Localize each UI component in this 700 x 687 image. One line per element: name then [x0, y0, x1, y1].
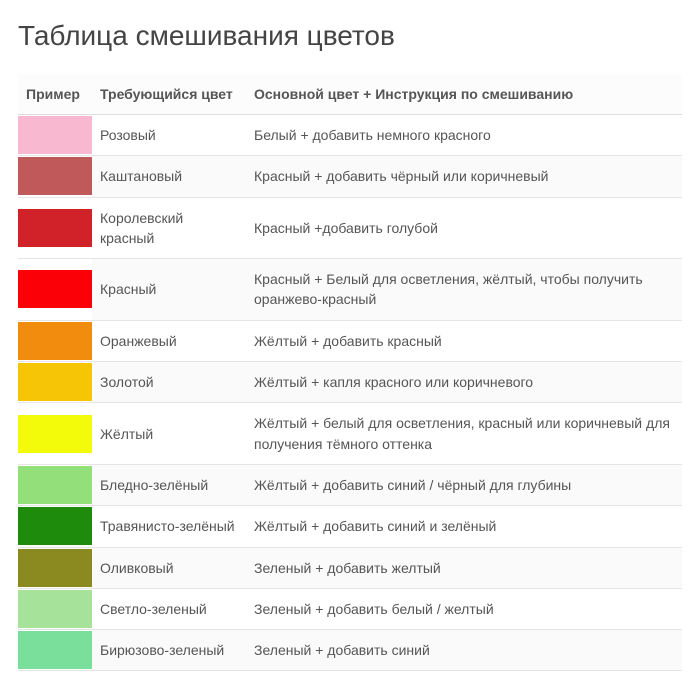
- table-row: ОливковыйЗеленый + добавить желтый: [18, 547, 682, 588]
- color-name: Золотой: [92, 362, 246, 403]
- mix-instruction: Красный + Белый для осветления, жёлтый, …: [246, 259, 682, 321]
- color-swatch: [18, 116, 92, 154]
- table-row: Королевский красныйКрасный +добавить гол…: [18, 197, 682, 259]
- color-swatch-cell: [18, 588, 92, 629]
- color-name: Бледно-зелёный: [92, 464, 246, 505]
- color-swatch: [18, 507, 92, 545]
- color-swatch: [18, 157, 92, 195]
- color-swatch-cell: [18, 197, 92, 259]
- table-row: ЖёлтыйЖёлтый + белый для осветления, кра…: [18, 403, 682, 465]
- color-swatch-cell: [18, 403, 92, 465]
- color-swatch-cell: [18, 115, 92, 156]
- color-swatch-cell: [18, 362, 92, 403]
- col-header-name: Требующийся цвет: [92, 74, 246, 115]
- color-name: Красный: [92, 259, 246, 321]
- table-row: КаштановыйКрасный + добавить чёрный или …: [18, 156, 682, 197]
- mix-instruction: Зеленый + добавить желтый: [246, 547, 682, 588]
- color-swatch-cell: [18, 259, 92, 321]
- col-header-sample: Пример: [18, 74, 92, 115]
- color-swatch-cell: [18, 464, 92, 505]
- table-row: КрасныйКрасный + Белый для осветления, ж…: [18, 259, 682, 321]
- color-name: Оливковый: [92, 547, 246, 588]
- mix-instruction: Красный + добавить чёрный или коричневый: [246, 156, 682, 197]
- table-header-row: Пример Требующийся цвет Основной цвет + …: [18, 74, 682, 115]
- color-swatch: [18, 549, 92, 587]
- color-swatch: [18, 415, 92, 453]
- table-row: Бледно-зелёныйЖёлтый + добавить синий / …: [18, 464, 682, 505]
- table-row: Травянисто-зелёныйЖёлтый + добавить сини…: [18, 506, 682, 547]
- table-row: РозовыйБелый + добавить немного красного: [18, 115, 682, 156]
- color-name: Жёлтый: [92, 403, 246, 465]
- color-swatch: [18, 209, 92, 247]
- color-swatch: [18, 363, 92, 401]
- color-swatch: [18, 590, 92, 628]
- color-name: Розовый: [92, 115, 246, 156]
- mix-instruction: Жёлтый + капля красного или коричневого: [246, 362, 682, 403]
- table-row: ЗолотойЖёлтый + капля красного или корич…: [18, 362, 682, 403]
- page-title: Таблица смешивания цветов: [18, 20, 682, 52]
- color-swatch: [18, 466, 92, 504]
- mix-instruction: Жёлтый + белый для осветления, красный и…: [246, 403, 682, 465]
- mix-instruction: Зеленый + добавить белый / желтый: [246, 588, 682, 629]
- color-swatch: [18, 322, 92, 360]
- color-swatch-cell: [18, 320, 92, 361]
- table-row: Бирюзово-зеленыйЗеленый + добавить синий: [18, 630, 682, 671]
- mix-instruction: Жёлтый + добавить синий / чёрный для глу…: [246, 464, 682, 505]
- color-name: Бирюзово-зеленый: [92, 630, 246, 671]
- color-swatch-cell: [18, 630, 92, 671]
- mix-instruction: Белый + добавить немного красного: [246, 115, 682, 156]
- col-header-instr: Основной цвет + Инструкция по смешиванию: [246, 74, 682, 115]
- color-name: Травянисто-зелёный: [92, 506, 246, 547]
- mix-instruction: Зеленый + добавить синий: [246, 630, 682, 671]
- color-mix-table: Пример Требующийся цвет Основной цвет + …: [18, 74, 682, 671]
- color-name: Светло-зеленый: [92, 588, 246, 629]
- color-name: Королевский красный: [92, 197, 246, 259]
- color-swatch-cell: [18, 547, 92, 588]
- table-row: Светло-зеленыйЗеленый + добавить белый /…: [18, 588, 682, 629]
- mix-instruction: Жёлтый + добавить синий и зелёный: [246, 506, 682, 547]
- mix-instruction: Жёлтый + добавить красный: [246, 320, 682, 361]
- color-swatch: [18, 270, 92, 308]
- color-name: Оранжевый: [92, 320, 246, 361]
- mix-instruction: Красный +добавить голубой: [246, 197, 682, 259]
- table-row: ОранжевыйЖёлтый + добавить красный: [18, 320, 682, 361]
- color-name: Каштановый: [92, 156, 246, 197]
- color-swatch: [18, 631, 92, 669]
- color-swatch-cell: [18, 506, 92, 547]
- color-swatch-cell: [18, 156, 92, 197]
